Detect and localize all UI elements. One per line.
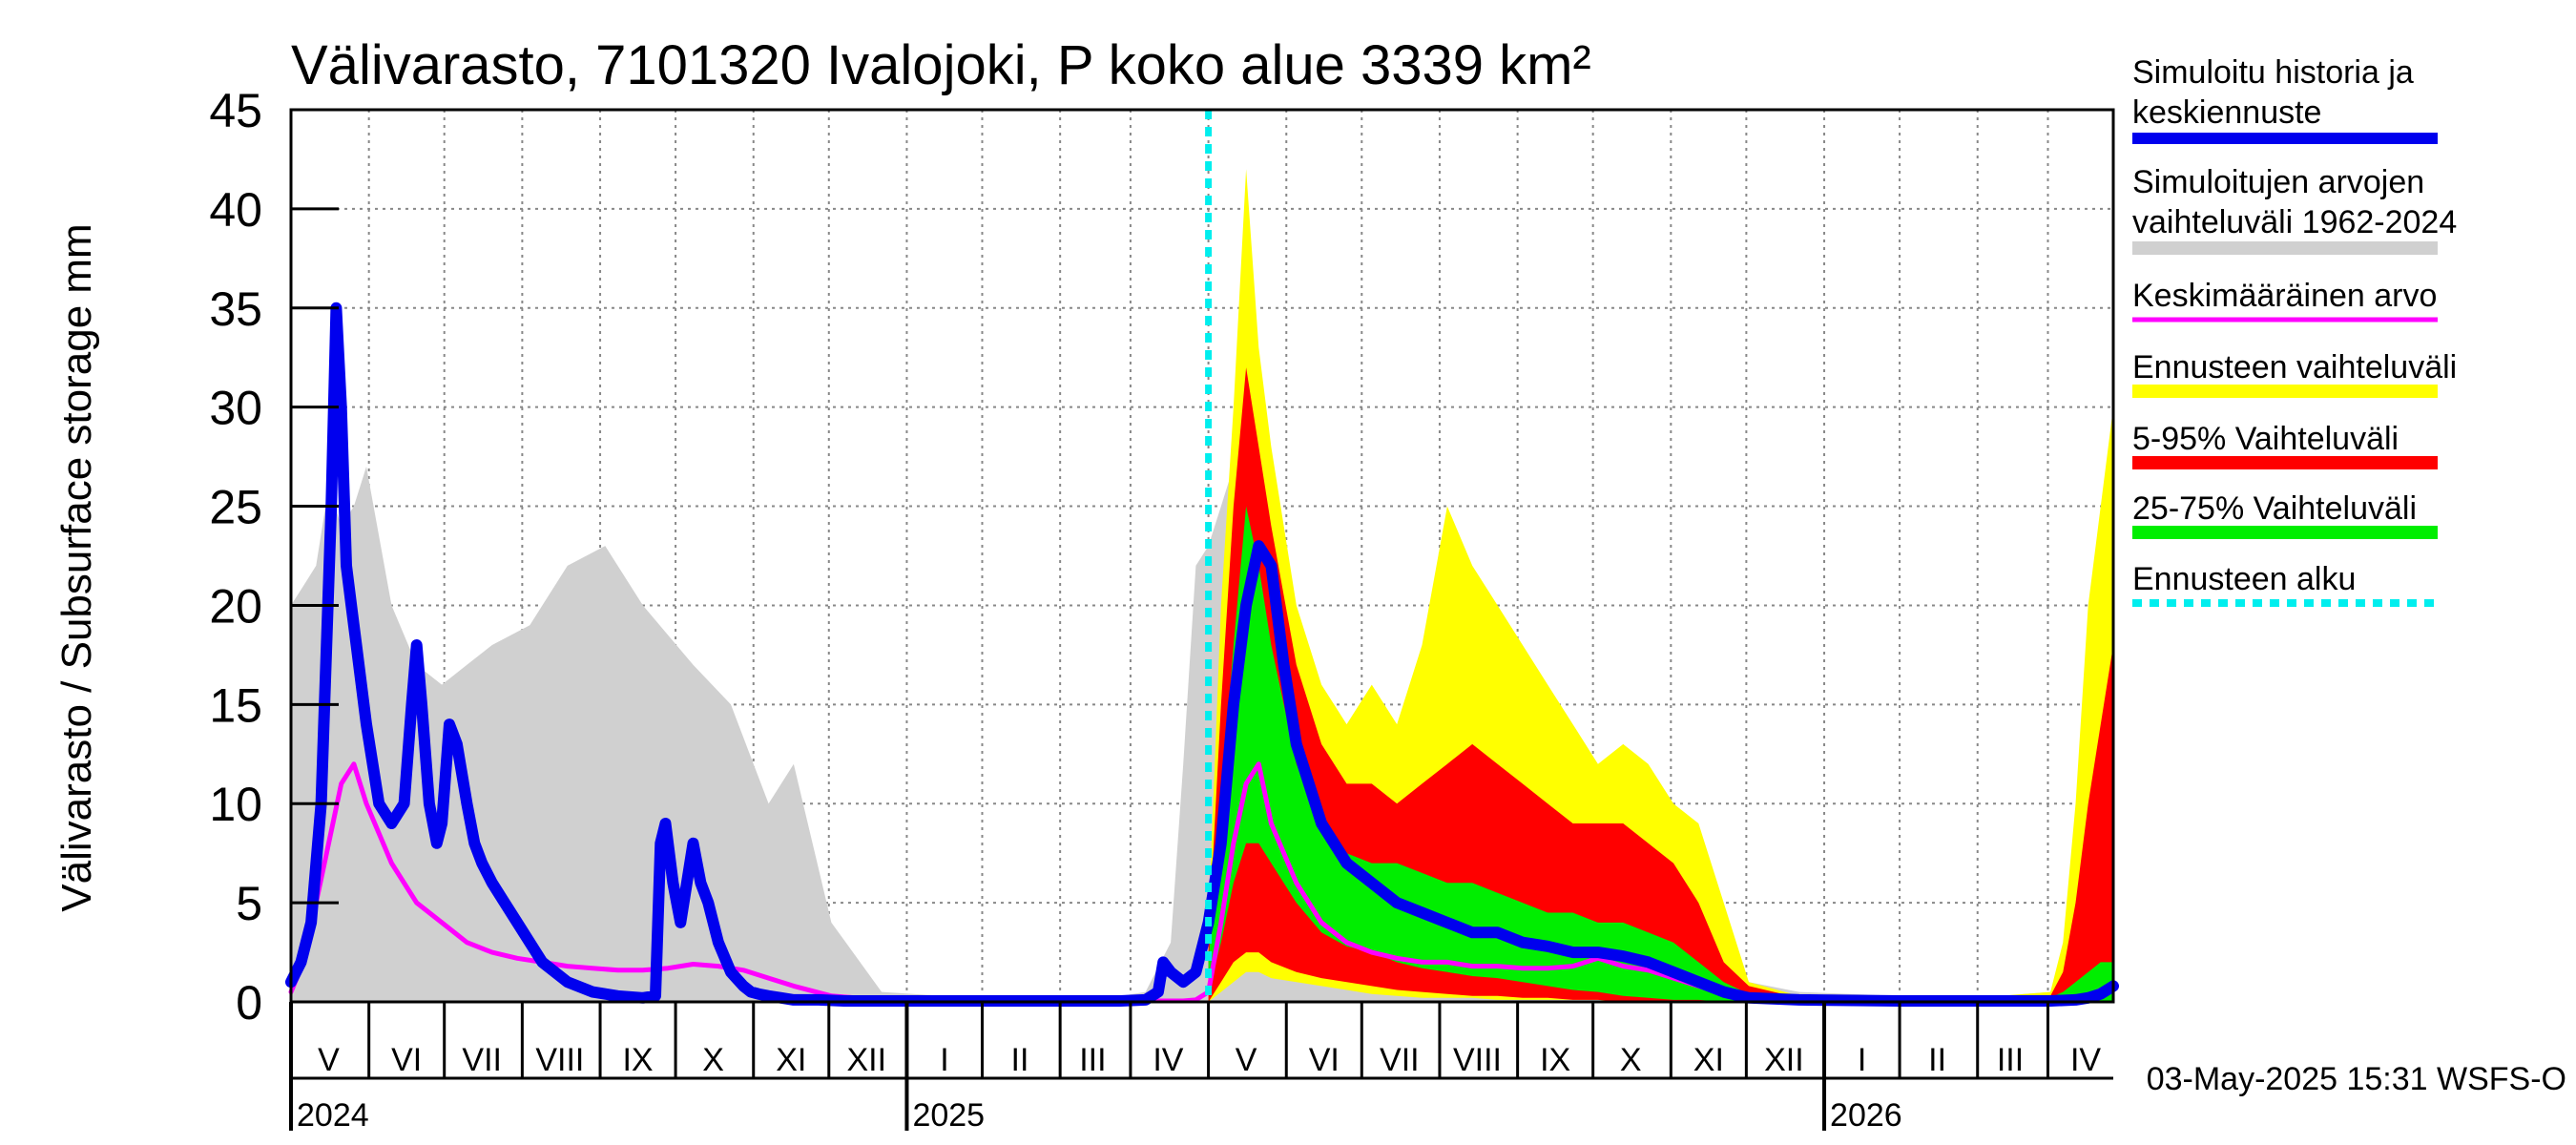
y-tick-label: 20 bbox=[209, 579, 262, 633]
year-label: 2024 bbox=[297, 1097, 369, 1134]
x-axis: V VI VII VIII IX X XI XII I II III IV V VI VII VIII IX X X… bbox=[289, 1002, 2113, 1134]
timestamp-label: 03-May-2025 15:31 WSFS-O bbox=[2147, 1061, 2566, 1097]
legend-item: Keskimääräinen arvo bbox=[2132, 278, 2438, 323]
y-tick-label: 15 bbox=[209, 678, 262, 732]
month-label: XI bbox=[1693, 1042, 1724, 1078]
legend: Simuloitu historia ja keskiennuste Simuloi… bbox=[2132, 54, 2457, 607]
band-layer bbox=[291, 169, 2113, 1003]
month-label: IX bbox=[1540, 1042, 1570, 1078]
band-5-95-vaihteluv-li bbox=[1208, 367, 2113, 1003]
y-tick-label: 30 bbox=[209, 382, 262, 435]
month-label: VIII bbox=[1453, 1042, 1502, 1078]
y-tick-label: 0 bbox=[236, 976, 262, 1030]
y-tick-label: 25 bbox=[209, 481, 262, 534]
month-label: IV bbox=[1153, 1042, 1183, 1078]
y-tick-label: 45 bbox=[209, 84, 262, 137]
y-axis-label: Välivarasto / Subsurface storage mm bbox=[53, 223, 100, 911]
y-tick-label: 35 bbox=[209, 282, 262, 336]
month-label: VI bbox=[1309, 1042, 1340, 1078]
month-label: I bbox=[1858, 1042, 1866, 1078]
month-label: XII bbox=[1764, 1042, 1804, 1078]
month-label: VII bbox=[1380, 1042, 1420, 1078]
legend-item: Ennusteen vaihteluväli bbox=[2132, 349, 2457, 398]
month-label: V bbox=[1236, 1042, 1257, 1078]
plot-border bbox=[289, 108, 2115, 1004]
legend-item: 25-75% Vaihteluväli bbox=[2132, 490, 2438, 539]
month-label: V bbox=[318, 1042, 340, 1078]
y-tick-label: 40 bbox=[209, 183, 262, 237]
month-label: II bbox=[1928, 1042, 1946, 1078]
band-25-75-vaihteluv-li bbox=[1208, 506, 2113, 1002]
simulated-history-line bbox=[285, 302, 2119, 1007]
month-label: VIII bbox=[535, 1042, 584, 1078]
month-label: X bbox=[1620, 1042, 1642, 1078]
legend-label: Simuloitu historia ja keskiennuste bbox=[2132, 54, 2414, 131]
legend-item: Simuloitu historia ja keskiennuste bbox=[2132, 54, 2438, 144]
legend-label: Ennusteen vaihteluväli bbox=[2132, 349, 2457, 385]
legend-label: Keskimääräinen arvo bbox=[2132, 278, 2437, 314]
legend-item: Ennusteen alku bbox=[2132, 561, 2438, 607]
month-label: VII bbox=[462, 1042, 502, 1078]
year-label: 2026 bbox=[1830, 1097, 1902, 1134]
month-label: XI bbox=[776, 1042, 806, 1078]
line-layer bbox=[285, 110, 2119, 1007]
legend-item: 5-95% Vaihteluväli bbox=[2132, 421, 2438, 469]
month-label: X bbox=[702, 1042, 724, 1078]
month-label: IX bbox=[622, 1042, 653, 1078]
plot-frame bbox=[289, 108, 2115, 1004]
year-label: 2025 bbox=[912, 1097, 985, 1134]
legend-label: 25-75% Vaihteluväli bbox=[2132, 490, 2417, 527]
y-tick-label: 10 bbox=[209, 778, 262, 831]
legend-item: Simuloitujen arvojen vaihteluväli 1962-20… bbox=[2132, 164, 2457, 255]
band-simuloitujen-arvojen-vaihteluv-li-1962-2024 bbox=[291, 447, 2113, 1002]
legend-label: 5-95% Vaihteluväli bbox=[2132, 421, 2399, 457]
legend-label: Simuloitujen arvojen vaihteluväli 1962-20… bbox=[2132, 164, 2457, 240]
month-label: VI bbox=[391, 1042, 422, 1078]
month-label: III bbox=[1997, 1042, 2024, 1078]
y-axis: 0 5 10 15 20 25 30 35 40 45 bbox=[209, 84, 339, 1030]
y-tick-label: 5 bbox=[236, 877, 262, 930]
chart-title: Välivarasto, 7101320 Ivalojoki, P koko a… bbox=[291, 34, 1591, 96]
month-label: I bbox=[940, 1042, 948, 1078]
month-label: III bbox=[1079, 1042, 1106, 1078]
month-label: IV bbox=[2070, 1042, 2101, 1078]
month-label: XII bbox=[847, 1042, 887, 1078]
legend-label: Ennusteen alku bbox=[2132, 561, 2356, 597]
month-label: II bbox=[1011, 1042, 1029, 1078]
